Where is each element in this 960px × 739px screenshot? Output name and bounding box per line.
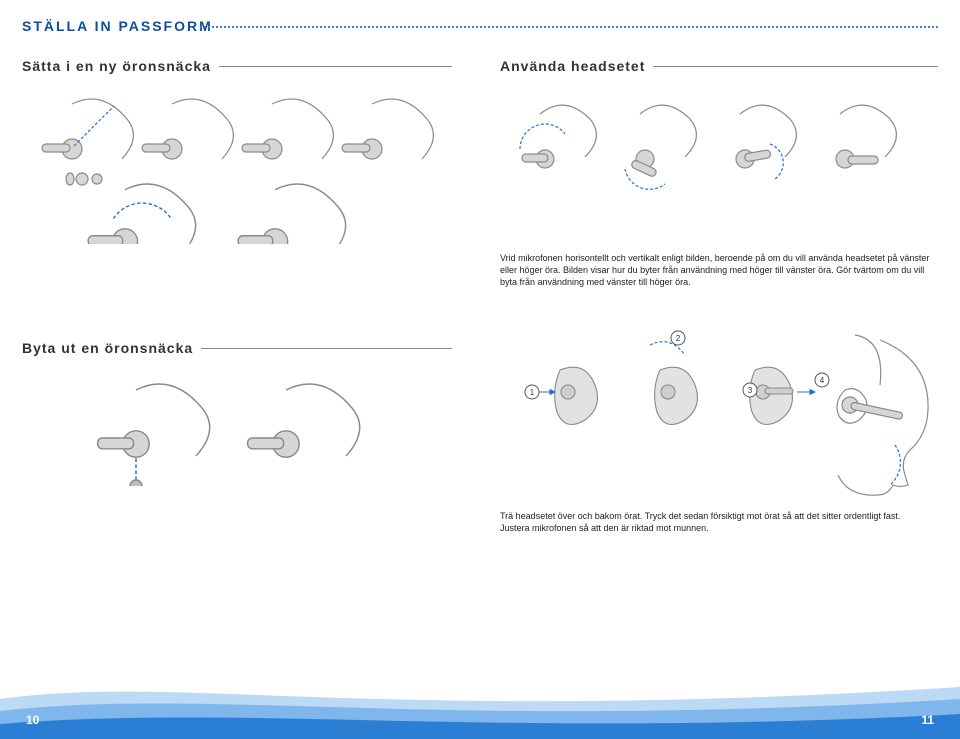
section-rule (219, 66, 452, 67)
page-title: STÄLLA IN PASSFORM (22, 18, 213, 34)
step-badge-2: 2 (676, 334, 681, 343)
title-dotted-rule (200, 26, 938, 28)
fit-eartip-illustration (22, 84, 452, 244)
replace-eartip-illustration (22, 366, 452, 486)
section-replace-eartip: Byta ut en öronsnäcka (22, 340, 452, 486)
section-wear-headset: Använda headsetet (500, 58, 938, 288)
wearing-steps-illustration: 1 2 3 4 (500, 320, 938, 500)
section-title: Använda headsetet (500, 58, 653, 74)
page-number-right: 11 (921, 713, 934, 727)
wear-headset-illustration (500, 84, 938, 244)
body-line-1: Trä headsetet över och bakom örat. Tryck… (500, 510, 938, 522)
footer-waves (0, 669, 960, 739)
section-head: Använda headsetet (500, 58, 938, 74)
section-rule (653, 66, 938, 67)
section-title: Sätta i en ny öronsnäcka (22, 58, 219, 74)
section-fit-eartip: Sätta i en ny öronsnäcka (22, 58, 452, 244)
section-rule (201, 348, 452, 349)
section-head: Sätta i en ny öronsnäcka (22, 58, 452, 74)
step-badge-3: 3 (748, 386, 753, 395)
wearing-steps-body: Trä headsetet över och bakom örat. Tryck… (500, 510, 938, 534)
section-title: Byta ut en öronsnäcka (22, 340, 201, 356)
section-head: Byta ut en öronsnäcka (22, 340, 452, 356)
wear-headset-body: Vrid mikrofonen horisontellt och vertika… (500, 252, 938, 288)
step-badge-4: 4 (820, 376, 825, 385)
body-line-2: Justera mikrofonen så att den är riktad … (500, 522, 938, 534)
step-badge-1: 1 (530, 388, 535, 397)
page-number-left: 10 (26, 713, 39, 727)
